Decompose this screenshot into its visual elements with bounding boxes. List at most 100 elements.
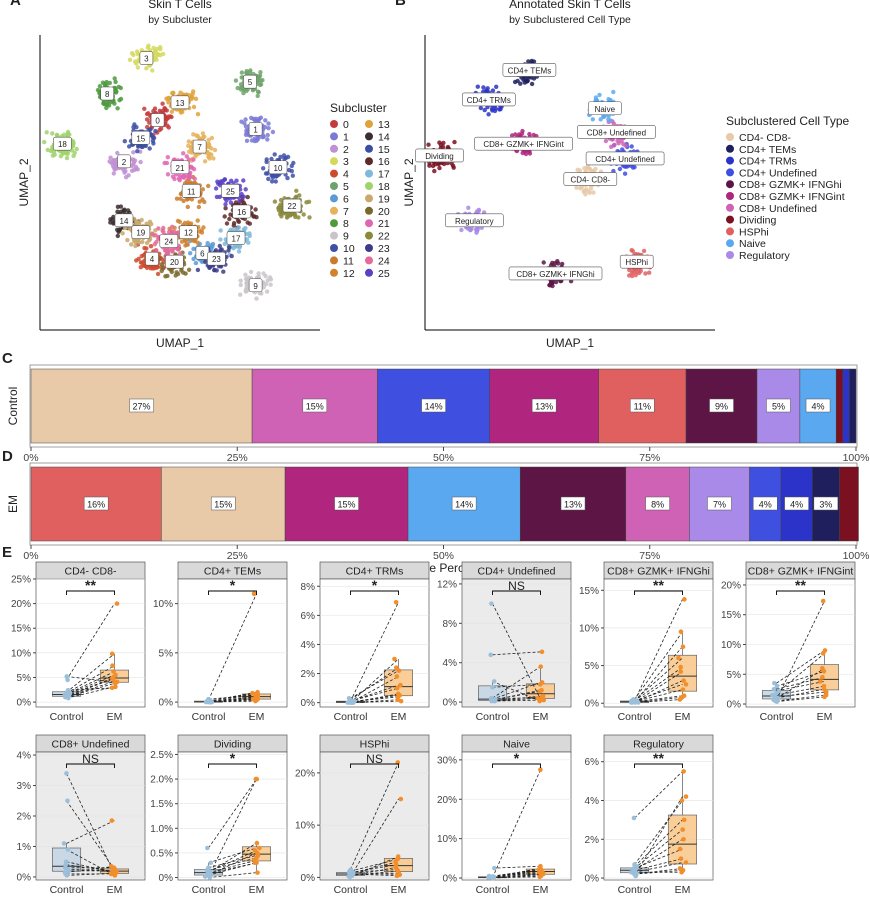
cell-point [223, 206, 228, 211]
y-tick-label: 2% [585, 835, 600, 846]
cluster-label-box [165, 254, 184, 269]
em-point [537, 698, 542, 704]
cell-point [129, 51, 135, 56]
legend-label: 21 [378, 218, 390, 230]
em-point [110, 675, 116, 680]
cluster-label-box [181, 184, 201, 198]
cell-point [251, 116, 256, 122]
cell-point [297, 193, 302, 198]
em-point [677, 846, 683, 852]
cell-point [133, 240, 138, 245]
cell-point [286, 167, 292, 173]
cell-point [189, 146, 194, 151]
cluster-label: 4 [150, 255, 155, 264]
box-panel: CD8+ GZMK+ IFNGhi 0% 5% 10% 15% ** Control EM [579, 561, 714, 723]
cluster-label: CD4+ Undefined [595, 155, 654, 164]
cluster-label: 6 [200, 249, 205, 258]
cell-point [188, 221, 194, 226]
legend-swatch [330, 169, 338, 178]
cell-point [597, 92, 602, 98]
cell-point [154, 248, 159, 253]
cell-point [256, 271, 261, 276]
bar-y-label: EM [6, 495, 20, 513]
cell-point [144, 111, 150, 117]
x-tick-label: EM [533, 884, 549, 896]
cluster-label-box [248, 122, 263, 136]
cell-point [190, 165, 195, 170]
cluster-label: 13 [176, 99, 185, 108]
cell-point [285, 175, 290, 181]
legend-label: 9 [343, 231, 349, 243]
legend-swatch [726, 133, 734, 141]
em-point [682, 597, 687, 602]
cell-point [265, 132, 270, 138]
cluster-label-box [226, 231, 246, 245]
legend-swatch [726, 156, 734, 165]
cluster-label-box [100, 86, 114, 101]
y-tick-label: 0% [585, 874, 600, 885]
cell-point [131, 125, 136, 130]
x-tick-label: 25% [227, 550, 248, 562]
cell-point [258, 115, 264, 120]
control-point [65, 867, 71, 872]
cell-point [192, 176, 197, 181]
legend-label: 17 [378, 169, 390, 181]
panel-strip-title: CD8+ Undefined [52, 739, 130, 751]
x-tick-label: EM [533, 711, 549, 723]
cell-point [136, 240, 142, 245]
cell-point [195, 240, 200, 245]
control-point [64, 873, 70, 878]
cell-point [200, 187, 205, 192]
legend-label: CD4+ Undefined [739, 167, 817, 179]
cell-point [135, 65, 141, 70]
cell-point [213, 248, 219, 253]
cell-point [146, 43, 151, 48]
cell-point [263, 171, 269, 176]
cluster-label: CD8+ GZMK+ IFNGint [483, 140, 564, 149]
cell-point [290, 173, 295, 178]
cell-point [174, 196, 180, 201]
y-tick-label: 30% [437, 755, 457, 766]
cell-point [261, 271, 266, 276]
cell-point [474, 230, 479, 235]
cell-point [222, 214, 227, 219]
em-point [820, 666, 825, 671]
x-tick-label: 100% [843, 550, 870, 562]
em-point [820, 674, 825, 680]
cell-point [629, 248, 634, 253]
cell-point [170, 249, 175, 254]
y-tick-label: 10% [437, 834, 457, 845]
cell-point [139, 254, 144, 259]
cell-point [294, 188, 299, 193]
cell-point [178, 196, 183, 201]
segment-label: 11% [634, 402, 651, 412]
y-tick-label: 20% [721, 580, 741, 591]
cell-point [116, 228, 122, 233]
cell-point [272, 152, 277, 157]
segment-label: 27% [133, 402, 151, 412]
box-panel: HSPhi 0% 10% 20% NS Control EM [295, 734, 430, 896]
cluster-label-box [221, 184, 240, 198]
cluster-label: 23 [212, 255, 221, 264]
cell-point [451, 165, 456, 170]
y-tick-label: 6% [585, 757, 600, 768]
cell-point [123, 168, 128, 174]
cluster-label-box [150, 113, 165, 127]
em-point [392, 656, 397, 662]
cell-point [197, 136, 202, 141]
cell-point [306, 199, 312, 204]
cell-point [171, 90, 176, 96]
control-point [207, 698, 213, 704]
control-point [488, 652, 494, 658]
control-point [772, 680, 777, 686]
x-tick-label: EM [249, 711, 265, 723]
cell-point [193, 260, 199, 266]
cell-point [498, 107, 503, 112]
cell-point [160, 101, 165, 106]
x-tick-label: 75% [639, 452, 660, 464]
cell-point [622, 171, 628, 176]
cell-point [188, 251, 193, 256]
cell-point [189, 96, 194, 102]
panel-strip-title: HSPhi [360, 739, 390, 751]
cell-point [165, 172, 171, 177]
